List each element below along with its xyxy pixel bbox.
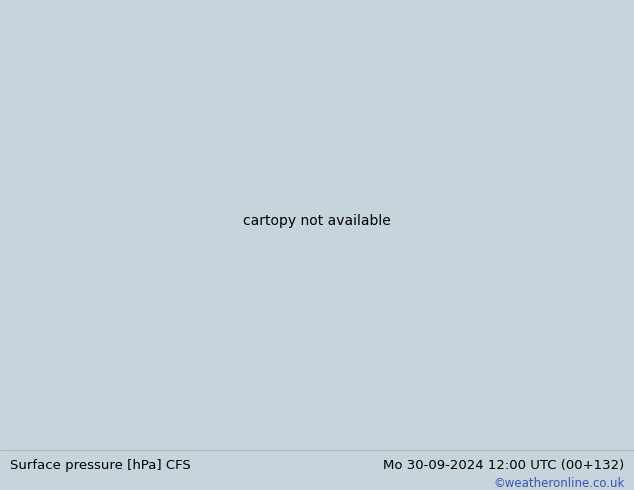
Text: ©weatheronline.co.uk: ©weatheronline.co.uk <box>493 477 624 490</box>
Text: cartopy not available: cartopy not available <box>243 214 391 228</box>
Text: Mo 30-09-2024 12:00 UTC (00+132): Mo 30-09-2024 12:00 UTC (00+132) <box>383 459 624 471</box>
Text: Surface pressure [hPa] CFS: Surface pressure [hPa] CFS <box>10 459 190 471</box>
